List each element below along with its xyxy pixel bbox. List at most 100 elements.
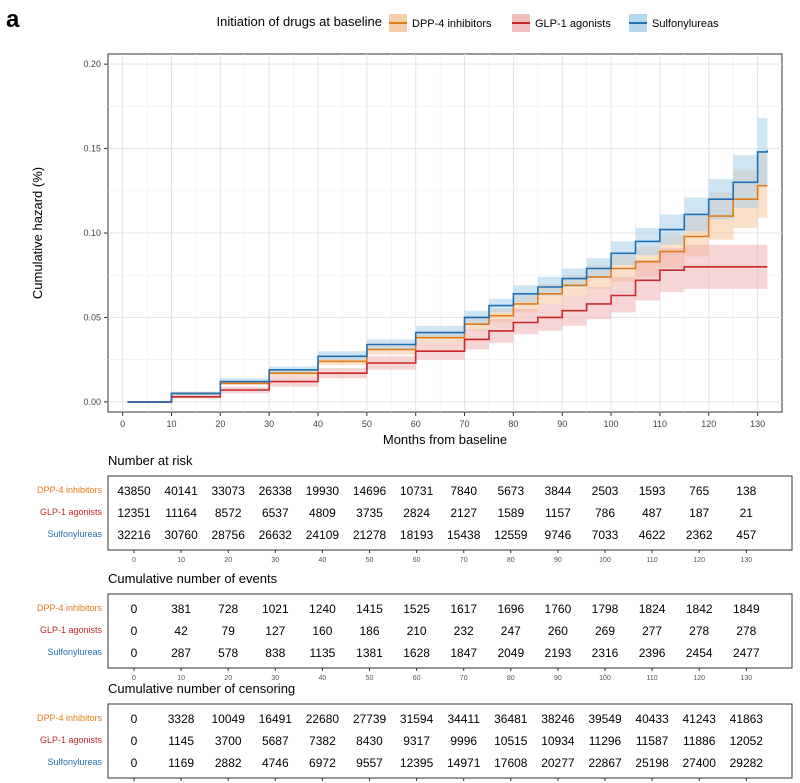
table-cell: 765: [689, 484, 709, 498]
table-tick-label: 80: [507, 675, 515, 682]
table-cell: 1135: [309, 646, 335, 660]
table-cell: 21: [740, 506, 754, 520]
table-cell: 22680: [306, 712, 340, 726]
table-tick-label: 70: [460, 557, 468, 564]
x-tick-label: 60: [411, 419, 421, 429]
series-line: [127, 184, 768, 403]
table-cell: 12052: [730, 734, 764, 748]
table-title: Cumulative number of censoring: [108, 681, 295, 696]
x-tick-label: 90: [557, 419, 567, 429]
table-cell: 1760: [545, 602, 572, 616]
table-cell: 0: [131, 624, 138, 638]
row-label: Sulfonylureas: [47, 647, 102, 657]
table-cell: 1617: [450, 602, 477, 616]
table-cell: 1525: [403, 602, 430, 616]
legend-title: Initiation of drugs at baseline: [217, 14, 383, 29]
table-cell: 3700: [215, 734, 242, 748]
y-tick-label: 0.00: [83, 397, 101, 407]
x-tick-label: 50: [362, 419, 372, 429]
table-cell: 1381: [356, 646, 383, 660]
table-tick-label: 100: [599, 557, 611, 564]
table-tick-label: 90: [554, 675, 562, 682]
table-cell: 15438: [447, 528, 481, 542]
table-cell: 0: [131, 712, 138, 726]
table-cell: 1240: [309, 602, 336, 616]
y-axis-label: Cumulative hazard (%): [30, 167, 45, 299]
table-cell: 2362: [686, 528, 713, 542]
table-cell: 186: [359, 624, 379, 638]
table-cell: 2824: [403, 506, 430, 520]
table-cell: 25198: [635, 756, 669, 770]
table-box: [107, 703, 793, 779]
table-tick-label: 10: [177, 557, 185, 564]
table-cell: 27739: [353, 712, 387, 726]
table-tick-label: 60: [413, 557, 421, 564]
table-cell: 9317: [403, 734, 430, 748]
table-box: [107, 475, 793, 551]
table-cell: 2477: [733, 646, 760, 660]
table-cell: 728: [218, 602, 238, 616]
table-cell: 1157: [545, 506, 571, 520]
table-cell: 2127: [450, 506, 477, 520]
legend-label: GLP-1 agonists: [535, 18, 611, 30]
table-cell: 38246: [541, 712, 575, 726]
table-cell: 6972: [309, 756, 336, 770]
table-cell: 1415: [356, 602, 383, 616]
table-cell: 210: [407, 624, 427, 638]
x-axis-label: Months from baseline: [383, 432, 507, 447]
table-cell: 3328: [168, 712, 195, 726]
table-cell: 187: [689, 506, 709, 520]
table-title: Cumulative number of events: [108, 571, 278, 586]
table-cell: 21278: [353, 528, 387, 542]
x-tick-label: 30: [264, 419, 274, 429]
table-cell: 12395: [400, 756, 434, 770]
table-cell: 31594: [400, 712, 434, 726]
table-tick-label: 50: [366, 675, 374, 682]
table-cell: 381: [171, 602, 191, 616]
table-cell: 0: [131, 734, 138, 748]
table-cell: 12559: [494, 528, 528, 542]
table-cell: 2316: [592, 646, 619, 660]
y-tick-label: 0.15: [83, 144, 101, 154]
table-cell: 11296: [589, 734, 622, 748]
table-cell: 160: [312, 624, 332, 638]
table-cell: 1849: [733, 602, 760, 616]
table-cell: 6537: [262, 506, 289, 520]
table-cell: 578: [218, 646, 238, 660]
table-tick-label: 20: [224, 557, 232, 564]
table-cell: 2396: [639, 646, 666, 660]
table-cell: 8572: [215, 506, 242, 520]
table-cell: 3735: [356, 506, 383, 520]
table-tick-label: 120: [693, 675, 705, 682]
table-cell: 30760: [164, 528, 198, 542]
table-cell: 0: [131, 646, 138, 660]
table-cell: 278: [689, 624, 709, 638]
table-cell: 10515: [494, 734, 528, 748]
table-tick-label: 110: [647, 675, 658, 682]
table-tick-label: 80: [507, 557, 515, 564]
table-cell: 41863: [730, 712, 764, 726]
table-cell: 14696: [353, 484, 387, 498]
x-tick-label: 120: [701, 419, 716, 429]
table-cell: 7382: [309, 734, 336, 748]
table-tick-label: 60: [413, 675, 421, 682]
table-cell: 1589: [497, 506, 524, 520]
row-label: GLP-1 agonists: [40, 507, 103, 517]
table-cell: 3844: [545, 484, 572, 498]
ci-band: [127, 244, 768, 402]
table-tick-label: 40: [319, 675, 327, 682]
x-tick-label: 80: [508, 419, 518, 429]
hazard-plot: 0 10 20 30 40 50 60 70 80 90 100 110 120 130 0.00 0.05 0…: [30, 53, 783, 447]
table-tick-label: 120: [693, 557, 705, 564]
legend: Initiation of drugs at baseline DPP-4 inh…: [217, 14, 719, 32]
table-cell: 79: [222, 624, 236, 638]
table-cell: 10049: [212, 712, 246, 726]
table-cell: 26632: [259, 528, 293, 542]
table-cell: 22867: [588, 756, 622, 770]
table-cell: 27400: [683, 756, 717, 770]
table-cell: 14971: [447, 756, 481, 770]
table-cell: 16491: [259, 712, 293, 726]
table-cell: 9557: [356, 756, 383, 770]
y-tick-label: 0.10: [83, 228, 101, 238]
table-cell: 247: [501, 624, 521, 638]
